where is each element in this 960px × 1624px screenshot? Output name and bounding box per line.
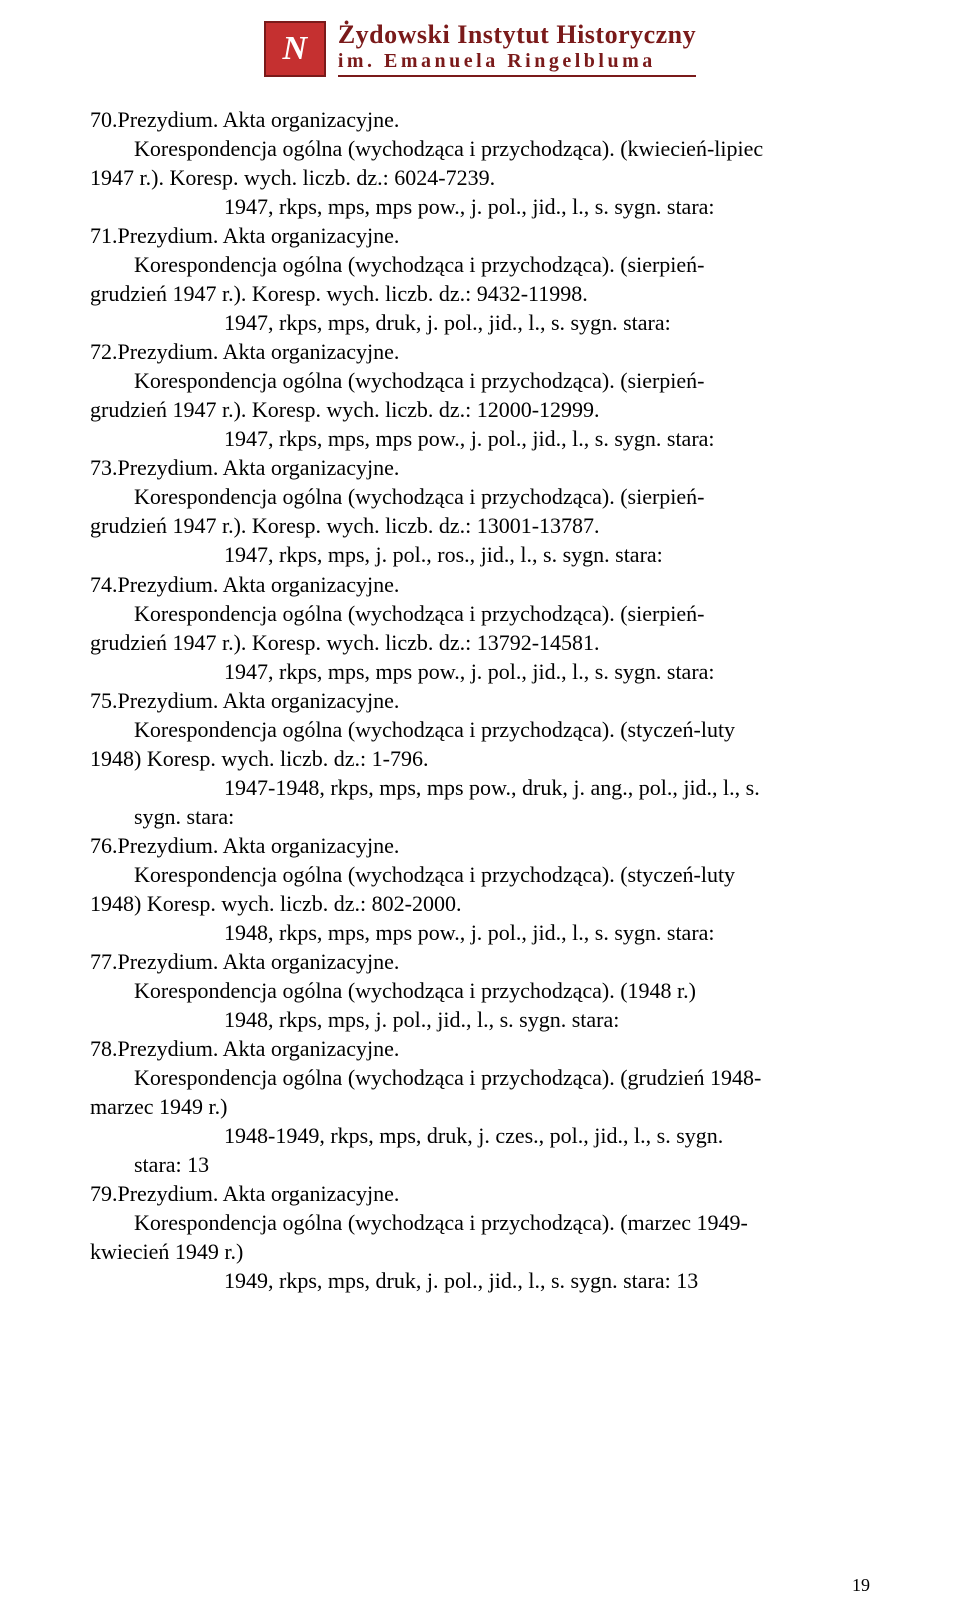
- entry-title: Prezydium. Akta organizacyjne.: [118, 833, 400, 858]
- entry-meta: 1947, rkps, mps, druk, j. pol., jid., l.…: [90, 308, 870, 337]
- header-title-block: Żydowski Instytut Historyczny im. Emanue…: [338, 20, 696, 77]
- entry-meta: 1947, rkps, mps, j. pol., ros., jid., l.…: [90, 540, 870, 569]
- entry-desc-line: grudzień 1947 r.). Koresp. wych. liczb. …: [90, 511, 870, 540]
- entry-desc-line: Korespondencja ogólna (wychodząca i przy…: [90, 715, 870, 744]
- header-underline: [338, 75, 696, 77]
- entry-meta: 1947-1948, rkps, mps, mps pow., druk, j.…: [90, 773, 870, 802]
- entry-desc-line: Korespondencja ogólna (wychodząca i przy…: [90, 250, 870, 279]
- entry-num: 78.: [90, 1036, 118, 1061]
- entry-meta: sygn. stara:: [90, 802, 870, 831]
- entry-meta: 1947, rkps, mps, mps pow., j. pol., jid.…: [90, 192, 870, 221]
- entry-desc-line: Korespondencja ogólna (wychodząca i przy…: [90, 366, 870, 395]
- entry-num: 75.: [90, 688, 118, 713]
- entry-desc-line: 1948) Koresp. wych. liczb. dz.: 802-2000…: [90, 889, 870, 918]
- entry-desc-line: marzec 1949 r.): [90, 1092, 870, 1121]
- entry-desc-line: Korespondencja ogólna (wychodząca i przy…: [90, 599, 870, 628]
- entry-meta: 1947, rkps, mps, mps pow., j. pol., jid.…: [90, 424, 870, 453]
- entry-desc-line: Korespondencja ogólna (wychodząca i przy…: [90, 1063, 870, 1092]
- entry-num: 73.: [90, 455, 118, 480]
- entry-num: 70.: [90, 107, 118, 132]
- entry-meta: stara: 13: [90, 1150, 870, 1179]
- entry-desc-line: Korespondencja ogólna (wychodząca i przy…: [90, 134, 870, 163]
- entry-desc-line: grudzień 1947 r.). Koresp. wych. liczb. …: [90, 395, 870, 424]
- entry-71: 71.Prezydium. Akta organizacyjne. Koresp…: [90, 221, 870, 337]
- entry-title: Prezydium. Akta organizacyjne.: [118, 1181, 400, 1206]
- document-body: 70.Prezydium. Akta organizacyjne. Koresp…: [90, 105, 870, 1295]
- entry-70: 70.Prezydium. Akta organizacyjne. Koresp…: [90, 105, 870, 221]
- entry-title: Prezydium. Akta organizacyjne.: [118, 455, 400, 480]
- entry-num: 71.: [90, 223, 118, 248]
- entry-desc-line: 1948) Koresp. wych. liczb. dz.: 1-796.: [90, 744, 870, 773]
- entry-meta: 1947, rkps, mps, mps pow., j. pol., jid.…: [90, 657, 870, 686]
- entry-desc-line: Korespondencja ogólna (wychodząca i przy…: [90, 860, 870, 889]
- entry-title: Prezydium. Akta organizacyjne.: [118, 339, 400, 364]
- entry-title: Prezydium. Akta organizacyjne.: [118, 223, 400, 248]
- document-header: N Żydowski Instytut Historyczny im. Eman…: [90, 20, 870, 77]
- entry-73: 73.Prezydium. Akta organizacyjne. Koresp…: [90, 453, 870, 569]
- entry-meta: 1948, rkps, mps, j. pol., jid., l., s. s…: [90, 1005, 870, 1034]
- entry-title: Prezydium. Akta organizacyjne.: [118, 107, 400, 132]
- entry-desc-line: grudzień 1947 r.). Koresp. wych. liczb. …: [90, 628, 870, 657]
- header-title-line2: im. Emanuela Ringelbluma: [338, 50, 696, 73]
- entry-desc-line: Korespondencja ogólna (wychodząca i przy…: [90, 1208, 870, 1237]
- logo-glyph: N: [283, 30, 308, 68]
- entry-74: 74.Prezydium. Akta organizacyjne. Koresp…: [90, 570, 870, 686]
- entry-78: 78.Prezydium. Akta organizacyjne. Koresp…: [90, 1034, 870, 1179]
- page-number: 19: [852, 1575, 870, 1596]
- entry-title: Prezydium. Akta organizacyjne.: [118, 949, 400, 974]
- entry-72: 72.Prezydium. Akta organizacyjne. Koresp…: [90, 337, 870, 453]
- logo-icon: N: [264, 21, 326, 77]
- entry-num: 74.: [90, 572, 118, 597]
- entry-76: 76.Prezydium. Akta organizacyjne. Koresp…: [90, 831, 870, 947]
- entry-desc-line: kwiecień 1949 r.): [90, 1237, 870, 1266]
- header-title-line1: Żydowski Instytut Historyczny: [338, 20, 696, 50]
- entry-desc-line: Korespondencja ogólna (wychodząca i przy…: [90, 482, 870, 511]
- entry-num: 76.: [90, 833, 118, 858]
- entry-meta: 1948-1949, rkps, mps, druk, j. czes., po…: [90, 1121, 870, 1150]
- entry-meta: 1949, rkps, mps, druk, j. pol., jid., l.…: [90, 1266, 870, 1295]
- entry-title: Prezydium. Akta organizacyjne.: [118, 572, 400, 597]
- entry-desc-line: Korespondencja ogólna (wychodząca i przy…: [90, 976, 870, 1005]
- entry-title: Prezydium. Akta organizacyjne.: [118, 1036, 400, 1061]
- entry-title: Prezydium. Akta organizacyjne.: [118, 688, 400, 713]
- entry-num: 72.: [90, 339, 118, 364]
- entry-desc-line: grudzień 1947 r.). Koresp. wych. liczb. …: [90, 279, 870, 308]
- entry-meta: 1948, rkps, mps, mps pow., j. pol., jid.…: [90, 918, 870, 947]
- entry-desc-line: 1947 r.). Koresp. wych. liczb. dz.: 6024…: [90, 163, 870, 192]
- entry-num: 77.: [90, 949, 118, 974]
- entry-num: 79.: [90, 1181, 118, 1206]
- entry-79: 79.Prezydium. Akta organizacyjne. Koresp…: [90, 1179, 870, 1295]
- entry-77: 77.Prezydium. Akta organizacyjne. Koresp…: [90, 947, 870, 1034]
- entry-75: 75.Prezydium. Akta organizacyjne. Koresp…: [90, 686, 870, 831]
